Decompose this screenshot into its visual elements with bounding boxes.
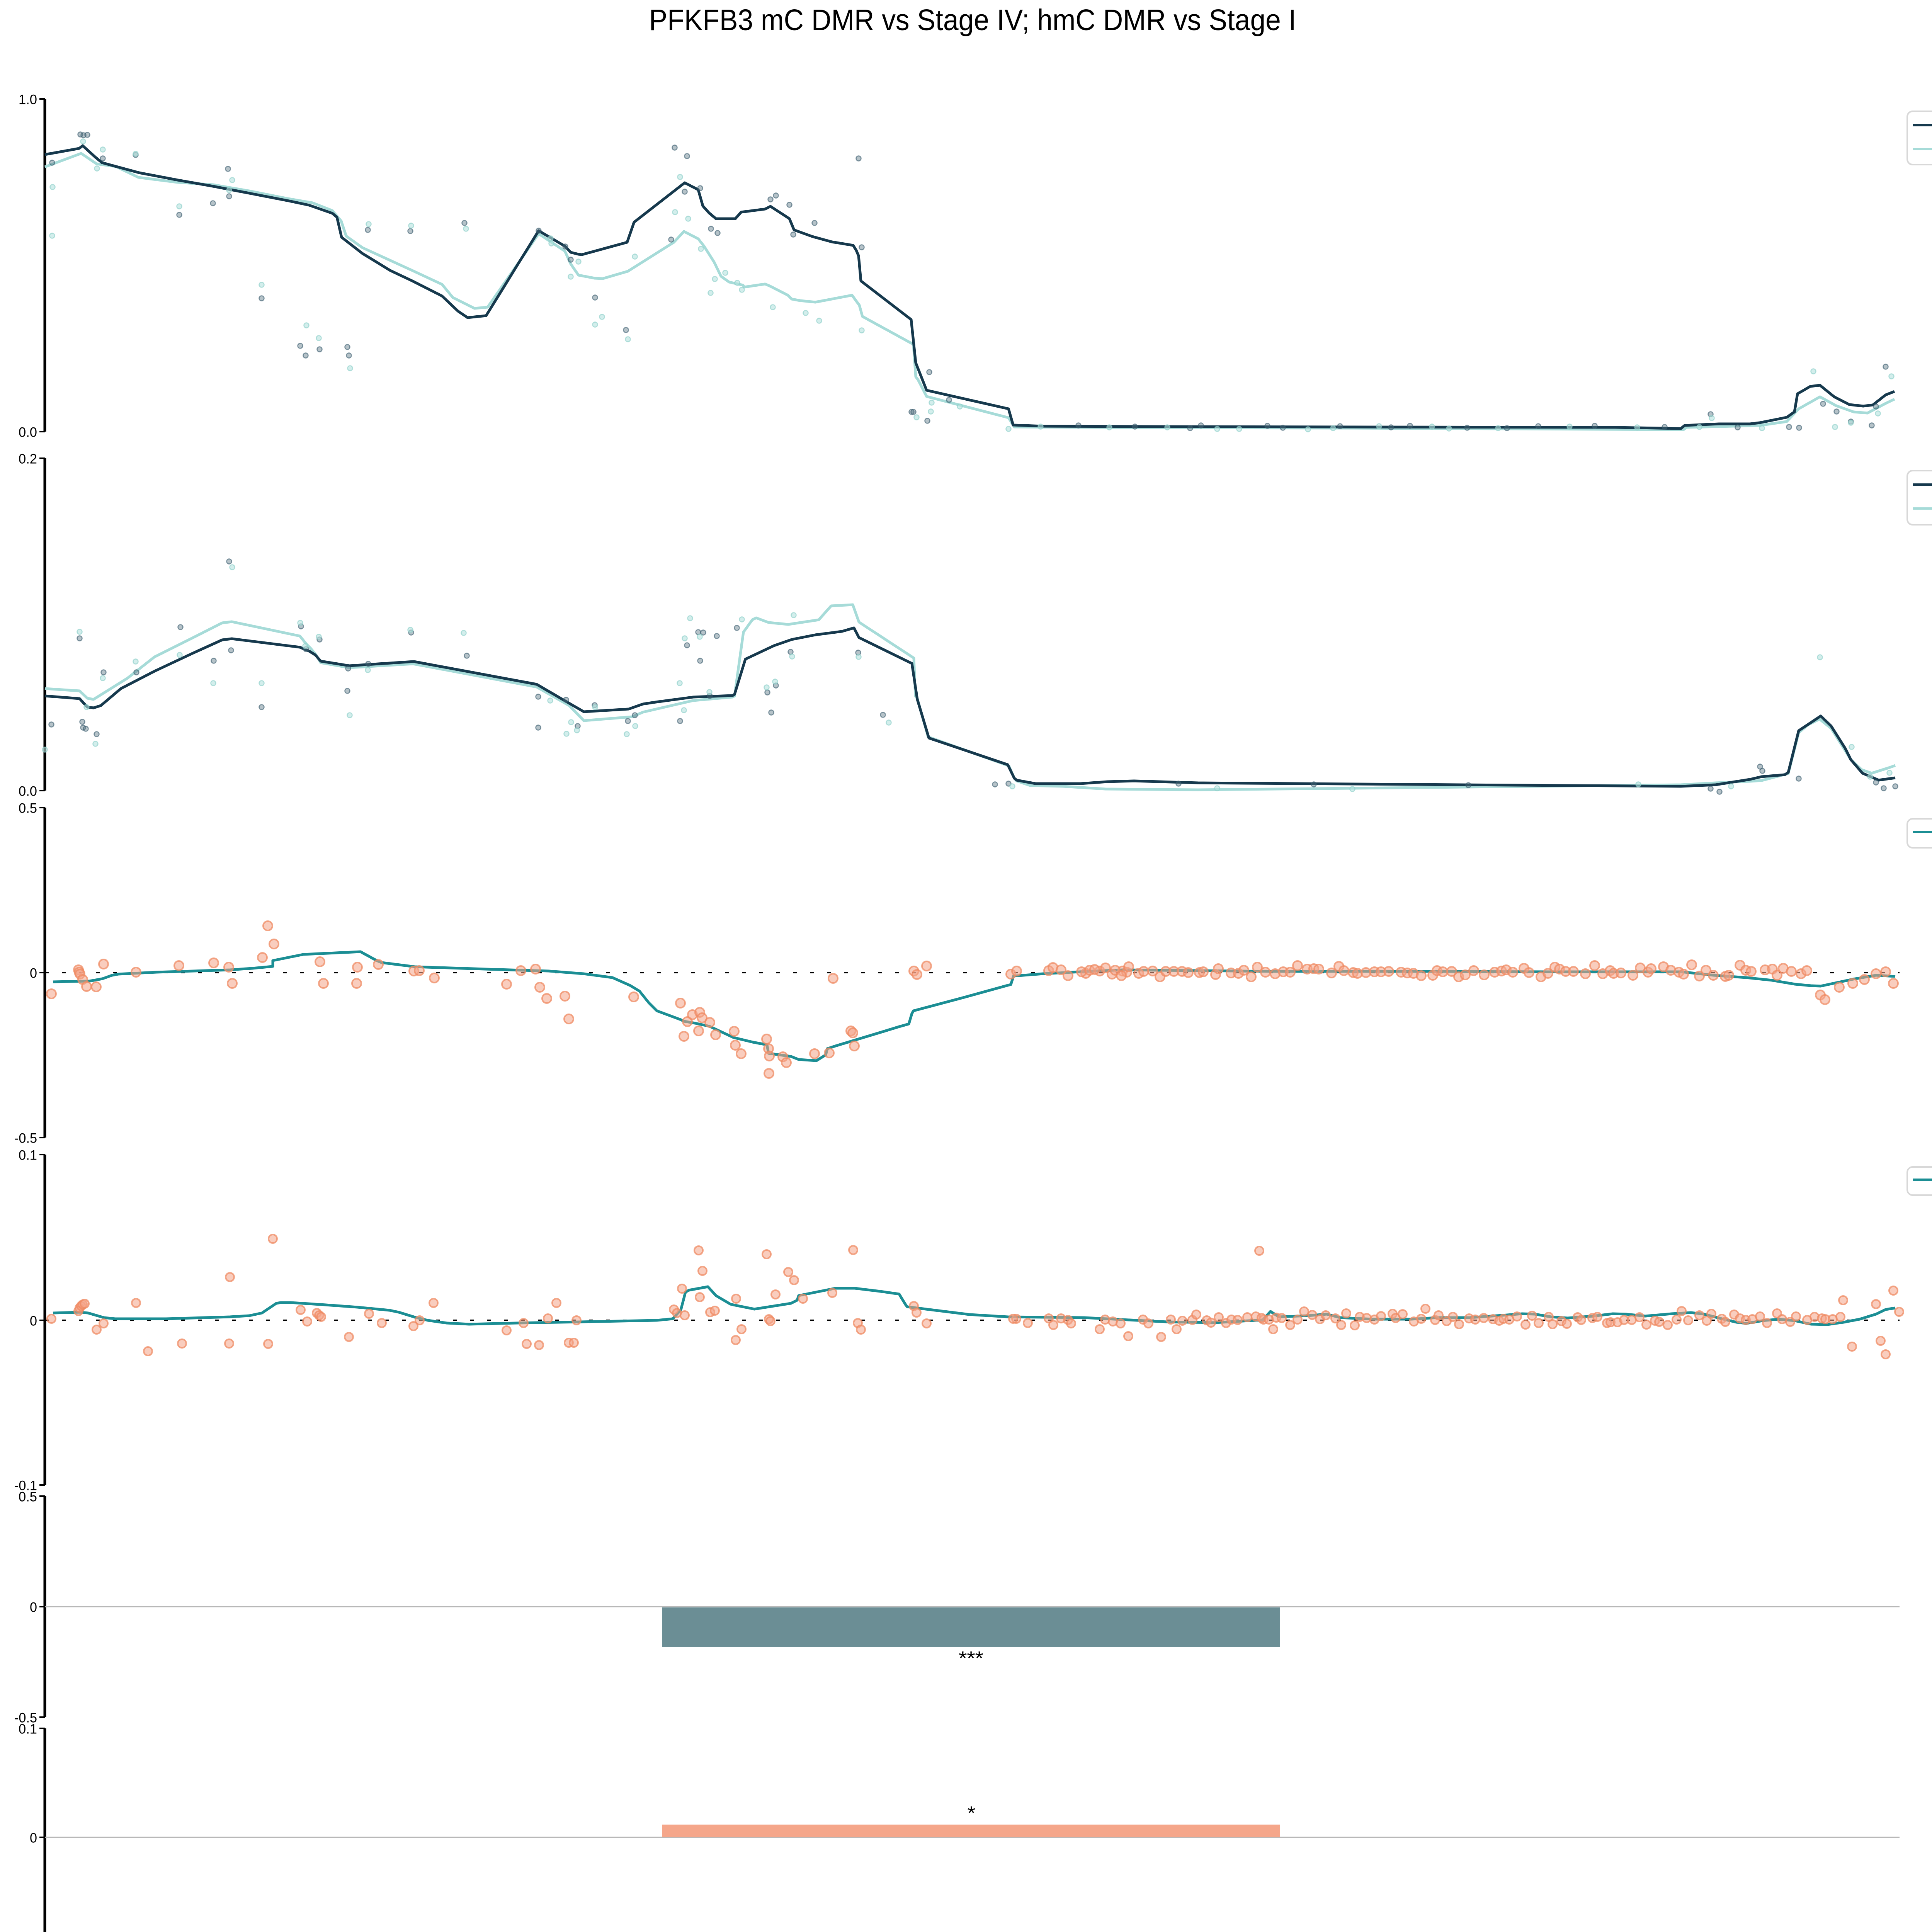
svg-text:0.0: 0.0 (19, 784, 37, 799)
svg-text:-0.5: -0.5 (14, 1131, 37, 1146)
svg-text:0.2: 0.2 (19, 452, 37, 467)
svg-text:*: * (968, 1803, 976, 1824)
svg-text:-0.5: -0.5 (14, 1711, 37, 1726)
svg-text:0.1: 0.1 (19, 1722, 37, 1737)
svg-text:0.1: 0.1 (19, 1148, 37, 1163)
svg-text:-0.1: -0.1 (14, 1478, 37, 1493)
svg-text:0: 0 (30, 1314, 37, 1329)
svg-text:1.0: 1.0 (19, 92, 37, 107)
svg-text:0: 0 (30, 1600, 37, 1615)
svg-text:0.5: 0.5 (19, 801, 37, 816)
svg-text:0.0: 0.0 (19, 425, 37, 440)
svg-text:***: *** (959, 1648, 983, 1669)
svg-text:0: 0 (30, 966, 37, 981)
svg-text:0: 0 (30, 1831, 37, 1846)
svg-text:0.5: 0.5 (19, 1490, 37, 1505)
svg-text:PFKFB3 mC DMR vs Stage IV; hmC: PFKFB3 mC DMR vs Stage IV; hmC DMR vs St… (649, 3, 1296, 37)
